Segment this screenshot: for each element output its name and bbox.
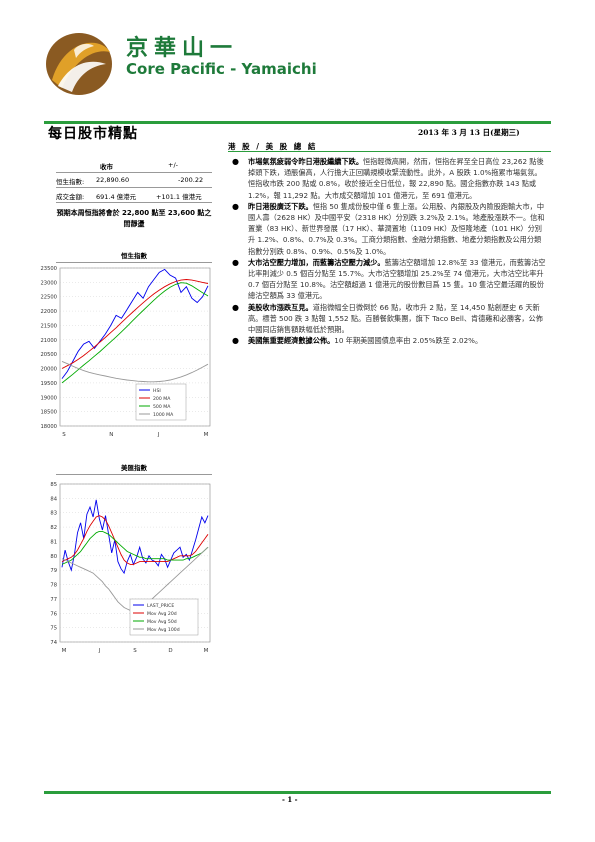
list-item: ● 昨日港股廣泛下跌。恒指 50 隻成份股中僅 6 隻上漲。公用股、內銀股及內險股… <box>232 201 548 257</box>
list-item: ● 市場氣氛疲弱令昨日港股繼續下跌。恒指輕微高開，然而，恒指在昇至全日高位 23,… <box>232 156 548 201</box>
x-tick-label: M <box>62 648 67 654</box>
bullet-icon: ● <box>232 257 239 267</box>
report-date: 2013 年 3 月 13 日(星期三) <box>418 128 520 137</box>
table-row: 恒生指數: 22,890.60 -200.22 <box>56 173 212 188</box>
y-tick-label: 83 <box>50 511 57 517</box>
bullet-icon: ● <box>232 336 239 346</box>
y-tick-label: 23000 <box>40 280 57 286</box>
x-tick-label: M <box>204 432 209 438</box>
y-tick-label: 76 <box>50 611 57 617</box>
report-title: 每日股市精點 <box>48 126 138 142</box>
header-change: +/- <box>168 161 178 169</box>
legend-label: 500 MA <box>153 404 171 410</box>
legend-label: 200 MA <box>153 396 171 402</box>
chart-title-usd-index: 美匯指數 <box>56 462 212 475</box>
bullet-icon: ● <box>232 157 239 166</box>
bullet-text: 10 年期美國國債息率由 2.05%跌至 2.02%。 <box>334 336 483 346</box>
bullet-lead: 美國無重要經濟數據公佈。 <box>248 336 335 346</box>
row-label: 成交金額: <box>56 193 85 201</box>
bullet-text: 恒指 50 隻成份股中僅 6 隻上漲。公用股、內銀股及內險股跑輸大市，中國人壽（… <box>248 201 545 256</box>
bullet-text: 藍籌沽空額增加 12.8%至 33 億港元，而藍籌沽空比率則減少 0.5 個百分… <box>248 257 546 301</box>
bullet-lead: 美股收市漲跌互見。 <box>248 302 313 312</box>
x-tick-label: M <box>204 648 209 654</box>
page-number: - 1 - <box>282 795 298 804</box>
y-tick-label: 21500 <box>40 323 57 329</box>
x-tick-label: S <box>133 648 137 654</box>
section-title: 港 股 / 美 股 總 結 <box>228 141 551 152</box>
list-item: ● 大市沽空壓力增加，而藍籌沽空壓力減少。藍籌沽空額增加 12.8%至 33 億港… <box>232 257 548 302</box>
legend-label: Mov Avg 50d <box>147 619 177 625</box>
y-tick-label: 19500 <box>40 381 57 387</box>
y-tick-label: 82 <box>50 525 57 531</box>
y-tick-label: 20000 <box>40 367 57 373</box>
y-tick-label: 79 <box>50 568 57 574</box>
x-tick-label: N <box>109 432 113 438</box>
x-tick-label: J <box>157 432 160 438</box>
chart-title-hsi: 恒生指數 <box>56 250 212 263</box>
brand-name-english: Core Pacific - Yamaichi <box>126 60 317 78</box>
y-tick-label: 81 <box>50 539 57 545</box>
bullet-icon: ● <box>232 201 239 211</box>
y-tick-label: 18500 <box>40 410 57 416</box>
series-line-mov-avg-50d <box>61 530 209 565</box>
list-item: ● 美國無重要經濟數據公佈。10 年期美國國債息率由 2.05%跌至 2.02%。 <box>232 335 548 346</box>
bullet-icon: ● <box>232 302 239 312</box>
y-tick-label: 19000 <box>40 395 57 401</box>
x-tick-label: J <box>98 648 101 654</box>
usd-index-line-chart: 74 75 76 77 78 79 80 81 82 83 84 85 M J S D M LAST_PRICE M… <box>50 482 211 654</box>
y-tick-label: 77 <box>50 597 57 603</box>
row-change: +101.1 億港元 <box>156 193 202 201</box>
y-tick-label: 85 <box>50 482 57 488</box>
table-header-row: 收市 +/- <box>56 158 212 173</box>
legend-label: Mov Avg 100d <box>147 627 180 633</box>
x-tick-label: S <box>62 432 66 438</box>
table-row: 成交金額: 691.4 億港元 +101.1 億港元 <box>56 188 212 203</box>
y-tick-label: 23500 <box>40 266 57 272</box>
y-tick-label: 22000 <box>40 309 57 315</box>
y-tick-label: 22500 <box>40 295 57 301</box>
series-line-1000-ma <box>61 360 209 383</box>
row-value: 691.4 億港元 <box>96 193 137 201</box>
footer-rule <box>44 791 551 794</box>
legend-label: Mov Avg 20d <box>147 611 177 617</box>
bullet-text: 恒指輕微高開，然而，恒指在昇至全日高位 23,262 點後掉頭下跌，通脹偏高，人… <box>248 157 544 200</box>
y-tick-label: 20500 <box>40 352 57 358</box>
row-change: -200.22 <box>178 176 204 184</box>
legend-label: HSI <box>153 388 161 394</box>
bullet-lead: 市場氣氛疲弱令昨日港股繼續下跌。 <box>248 157 364 166</box>
row-value: 22,890.60 <box>96 176 130 184</box>
bullet-lead: 昨日港股廣泛下跌。 <box>248 201 313 211</box>
header-market: 收市 <box>100 163 113 171</box>
header-rule <box>44 121 551 124</box>
legend-label: 1000 MA <box>153 412 174 418</box>
y-tick-label: 18000 <box>40 424 57 430</box>
bullet-text: 道指微幅全日微倒於 66 點，收市升 2 點，至 14,450 點創歷史 6 天… <box>248 302 543 335</box>
y-tick-label: 80 <box>50 554 57 560</box>
weekly-forecast-note: 預期本周恒指將會於 22,800 點至 23,600 點之間靜盪 <box>56 209 212 228</box>
bullet-lead: 大市沽空壓力增加，而藍籌沽空壓力減少。 <box>248 257 385 267</box>
row-label: 恒生指數: <box>56 178 85 186</box>
series-line-last-price <box>61 499 209 575</box>
y-tick-label: 84 <box>50 496 57 502</box>
series-line-200-ma <box>61 279 209 369</box>
y-tick-label: 75 <box>50 626 57 632</box>
hsi-line-chart: 18000 18500 19000 19500 20000 20500 21000 21500… <box>40 266 211 438</box>
x-tick-label: D <box>168 648 172 654</box>
y-tick-label: 78 <box>50 583 57 589</box>
summary-bullet-list: ● 市場氣氛疲弱令昨日港股繼續下跌。恒指輕微高開，然而，恒指在昇至全日高位 23,… <box>232 156 548 346</box>
series-line-500-ma <box>61 282 209 384</box>
series-line-hsi <box>61 268 209 379</box>
list-item: ● 美股收市漲跌互見。道指微幅全日微倒於 66 點，收市升 2 點，至 14,45… <box>232 302 548 336</box>
market-summary-table: 收市 +/- 恒生指數: 22,890.60 -200.22 成交金額: 691… <box>56 158 212 203</box>
plot-area <box>59 267 211 427</box>
series-line-mov-avg-20d <box>61 515 209 565</box>
y-tick-label: 74 <box>50 640 57 646</box>
company-logo <box>44 30 114 98</box>
y-tick-label: 21000 <box>40 338 57 344</box>
legend-label: LAST_PRICE <box>147 603 174 609</box>
brand-name-chinese: 京華山一 <box>126 36 239 61</box>
